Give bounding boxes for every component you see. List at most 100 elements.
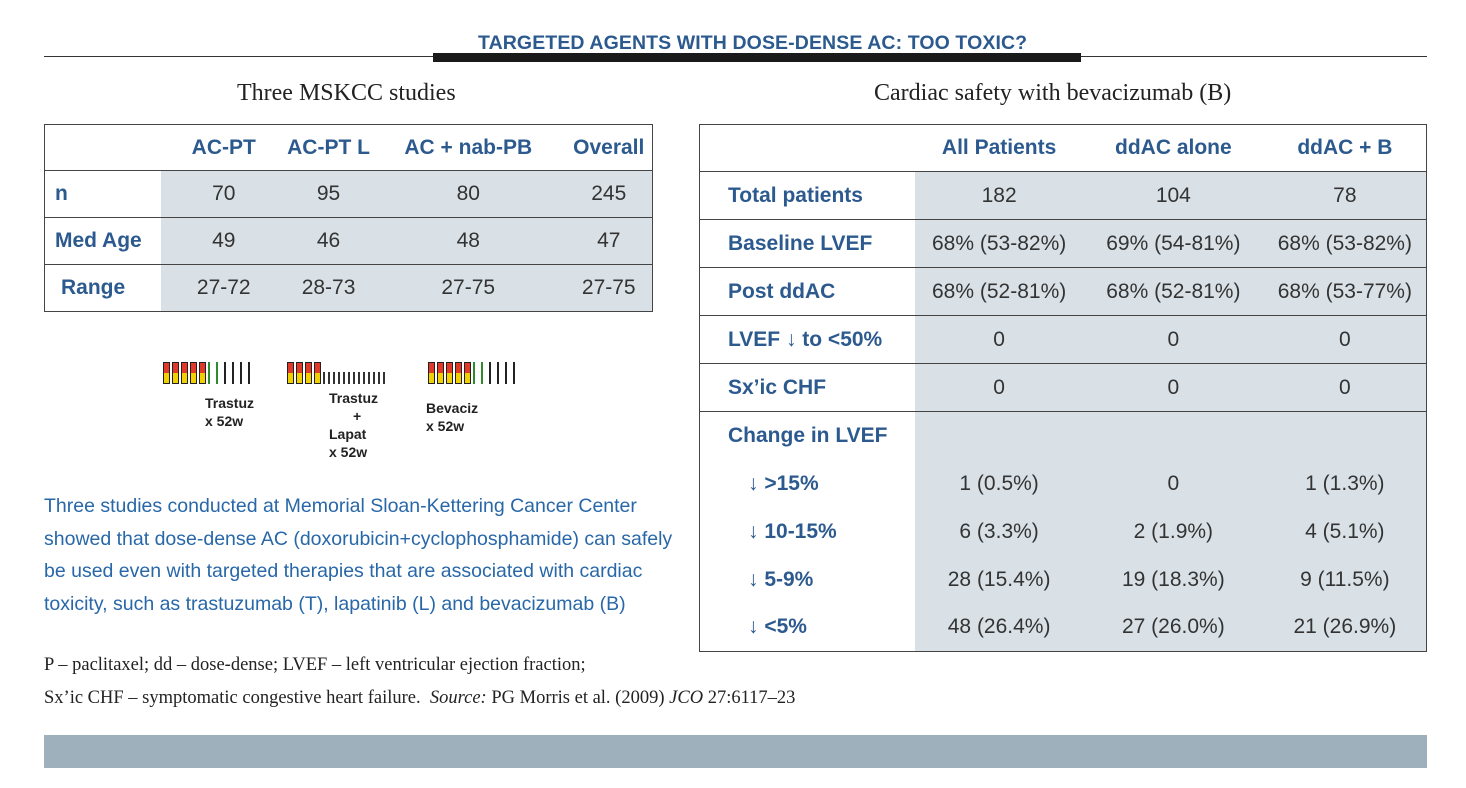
dose-tick (363, 372, 365, 384)
table-cell: 27-72 (161, 264, 287, 312)
table-row: Change in LVEF (700, 411, 1427, 460)
dose-tick (323, 372, 325, 384)
table-cell: 95 (286, 170, 371, 218)
table-cell: 0 (1083, 363, 1264, 412)
table-cell: 2 (1.9%) (1083, 507, 1264, 556)
summary-line: be used even with targeted therapies tha… (44, 560, 643, 582)
schedule-label-trastuz: Trastuz x 52w (205, 394, 254, 430)
table-cell: 27-75 (565, 264, 653, 312)
dose-tick (224, 362, 226, 384)
table-cell: 0 (1083, 315, 1264, 364)
row-label: ↓ 5-9% (748, 567, 814, 591)
table-cell: 47 (565, 217, 653, 265)
dose-tick (473, 362, 475, 384)
dose-cycle-box (296, 362, 303, 384)
table-cell: 1 (0.5%) (915, 459, 1083, 508)
source-citation: PG Morris et al. (2009) (491, 688, 665, 708)
table-cell: 9 (11.5%) (1263, 555, 1427, 604)
table-row: Baseline LVEF 68% (53-82%) 69% (54-81%) … (699, 219, 1427, 268)
schedule-label-line: x 52w (205, 413, 244, 429)
schedule-label-line: x 52w (329, 444, 368, 460)
mskcc-studies-table: AC-PT AC-PT L AC + nab-PB Overall n 70 9… (44, 124, 653, 312)
table-header-row: All Patients ddAC alone ddAC + B (699, 125, 1427, 172)
dose-cycle-box (437, 362, 444, 384)
dose-tick (358, 372, 360, 384)
dose-tick (497, 362, 499, 384)
dose-cycle-box (314, 362, 321, 384)
header-cell: AC-PT L (287, 135, 370, 159)
page-title-block: TARGETED AGENTS WITH DOSE-DENSE AC: TOO … (44, 28, 1427, 64)
dose-tick (378, 372, 380, 384)
table-cell: 27 (26.0%) (1083, 603, 1264, 652)
dose-cycle-box (455, 362, 462, 384)
row-label: ↓ >15% (748, 471, 819, 495)
summary-line: showed that dose-dense AC (doxorubicin+c… (44, 527, 673, 550)
schedule-label-bevaciz: Bevaciz x 52w (426, 399, 478, 435)
journal-name: JCO (669, 688, 704, 708)
row-label: Total patients (728, 183, 863, 207)
table-cell: 80 (370, 170, 566, 218)
schedule-label-trastuz-lapat: Trastuz + Lapat x 52w (329, 389, 378, 461)
footnote-line-1: P – paclitaxel; dd – dose-dense; LVEF – … (44, 655, 586, 675)
schedule-label-line: + (353, 408, 362, 424)
header-cell: ddAC + B (1297, 136, 1393, 159)
row-label: n (55, 182, 68, 205)
page-title: TARGETED AGENTS WITH DOSE-DENSE AC: TOO … (478, 32, 1028, 54)
row-label: ↓ 10-15% (748, 519, 837, 543)
table-cell: 0 (915, 315, 1083, 364)
dose-cycle-box (305, 362, 312, 384)
table-cell: 1 (1.3%) (1263, 459, 1427, 508)
table-cell: 182 (915, 171, 1083, 220)
header-cell: ddAC alone (1115, 136, 1232, 159)
footnote-text: Sx’ic CHF – symptomatic congestive heart… (44, 688, 421, 708)
bottom-bar (44, 735, 1427, 768)
dose-tick (338, 372, 340, 384)
table-cell: 6 (3.3%) (915, 507, 1083, 556)
dose-tick (232, 362, 234, 384)
header-cell (45, 125, 162, 171)
table-cell: 69% (54-81%) (1083, 219, 1264, 268)
header-cell: AC-PT (191, 135, 256, 159)
table-cell (1083, 411, 1264, 460)
table-cell: 68% (52-81%) (1083, 267, 1264, 316)
table-cell: 68% (53-77%) (1263, 267, 1427, 316)
table-cell: 0 (1263, 363, 1427, 412)
dose-cycle-box (172, 362, 179, 384)
table-cell: 68% (52-81%) (915, 267, 1083, 316)
right-section-heading: Cardiac safety with bevacizumab (B) (874, 80, 1232, 106)
header-cell: Overall (573, 135, 645, 159)
table-cell: 0 (1263, 315, 1427, 364)
table-row: Med Age 49 46 48 47 (44, 217, 653, 265)
table-row: LVEF ↓ to <50% 0 0 0 (699, 315, 1427, 364)
table-cell: 4 (5.1%) (1263, 507, 1427, 556)
dose-tick (208, 362, 210, 384)
title-underline-bar (433, 53, 1081, 62)
table-row: ↓ 10-15% 6 (3.3%) 2 (1.9%) 4 (5.1%) (700, 507, 1427, 556)
dose-tick (513, 362, 515, 384)
table-row: n 70 95 80 245 (44, 170, 653, 218)
table-row: Total patients 182 104 78 (699, 171, 1427, 220)
change-heading: Change in LVEF (728, 423, 888, 447)
dose-cycle-box (464, 362, 471, 384)
table-cell: 245 (565, 170, 653, 218)
summary-line: Three studies conducted at Memorial Sloa… (44, 495, 637, 517)
table-cell: 48 (26.4%) (915, 603, 1083, 652)
table-cell: 0 (1083, 459, 1264, 508)
table-cell: 104 (1083, 171, 1264, 220)
header-cell: AC + nab-PB (404, 135, 533, 159)
dose-tick (353, 372, 355, 384)
dose-tick (216, 362, 218, 384)
row-label: Baseline LVEF (728, 231, 873, 255)
dose-cycle-box (181, 362, 188, 384)
dose-tick (383, 372, 385, 384)
table-cell (1263, 411, 1427, 460)
table-cell: 21 (26.9%) (1263, 603, 1427, 652)
row-label: Sx’ic CHF (728, 375, 827, 399)
dose-tick (328, 372, 330, 384)
dose-tick (505, 362, 507, 384)
dose-tick (368, 372, 370, 384)
table-row: Range 27-72 28-73 27-75 27-75 (45, 264, 653, 312)
table-row: Sx’ic CHF 0 0 0 (699, 363, 1427, 412)
table-cell: 19 (18.3%) (1083, 555, 1264, 604)
dose-cycle-box (287, 362, 294, 384)
